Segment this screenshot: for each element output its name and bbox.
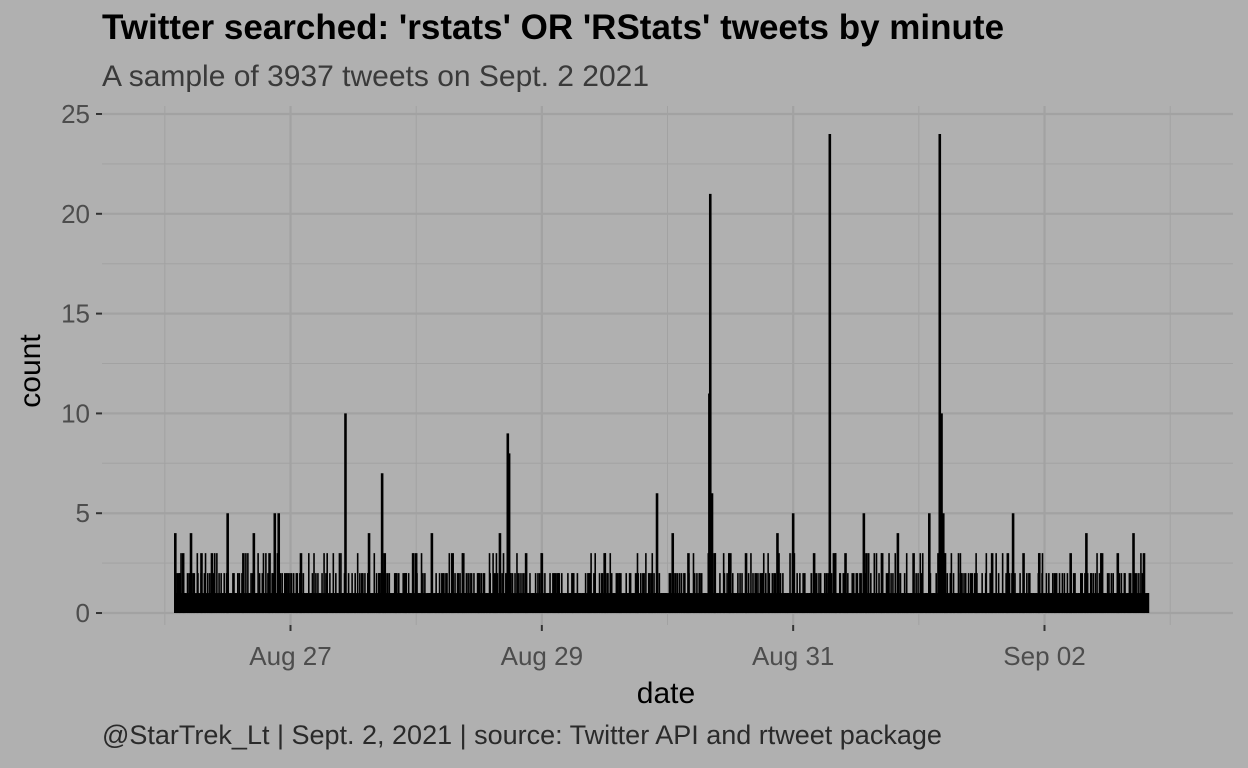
x-axis-title: date (637, 677, 695, 710)
y-tick-label: 20 (61, 199, 90, 229)
chart-title: Twitter searched: 'rstats' OR 'RStats' t… (102, 8, 1005, 47)
x-tick-label: Sep 02 (1003, 641, 1085, 671)
y-tick-label: 25 (61, 99, 90, 129)
y-tick-label: 10 (61, 398, 90, 428)
y-tick-label: 15 (61, 299, 90, 329)
y-axis-title: count (14, 334, 47, 408)
x-tick-label: Aug 31 (752, 641, 834, 671)
y-tick-label: 5 (76, 498, 90, 528)
x-tick-label: Aug 29 (501, 641, 583, 671)
y-tick-label: 0 (76, 598, 90, 628)
chart-caption: @StarTrek_Lt | Sept. 2, 2021 | source: T… (102, 720, 942, 750)
chart-subtitle: A sample of 3937 tweets on Sept. 2 2021 (102, 60, 650, 93)
x-tick-label: Aug 27 (249, 641, 331, 671)
